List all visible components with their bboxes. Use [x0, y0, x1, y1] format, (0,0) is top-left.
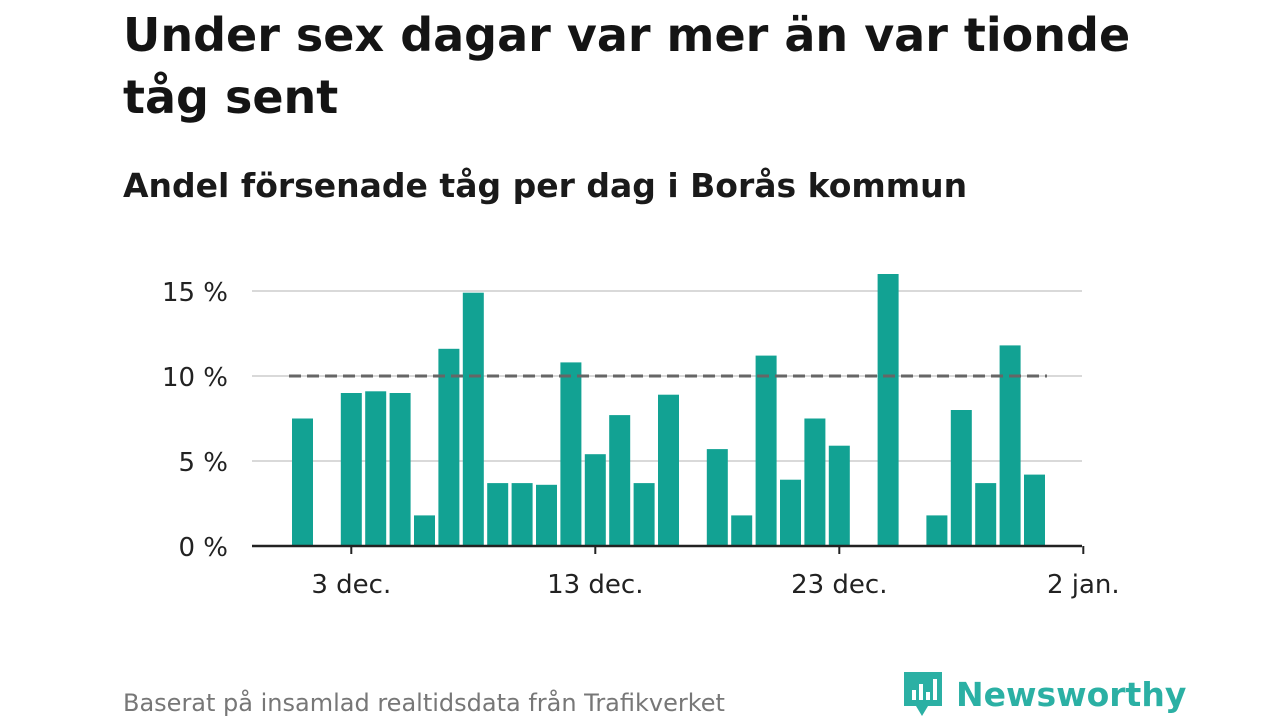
y-tick-label: 15 % [162, 278, 228, 308]
bar [389, 393, 411, 546]
bar [365, 391, 387, 546]
bar [414, 515, 435, 546]
chart-title: Under sex dagar var mer än var tionde tå… [123, 8, 1131, 124]
x-tick-label: 23 dec. [791, 570, 887, 600]
bar [975, 483, 997, 546]
brand-logo: Newsworthy [902, 668, 1186, 720]
bar [560, 362, 582, 546]
bar-chart: 0 % 5 % 10 % 15 % 3 dec. 13 dec. 23 dec. 2 jan. [162, 274, 1120, 600]
bar [950, 410, 972, 546]
bar [633, 483, 655, 546]
bar [877, 274, 899, 546]
bar [804, 418, 826, 546]
bar [609, 415, 631, 546]
bar [828, 445, 850, 546]
brand-name: Newsworthy [956, 674, 1187, 714]
x-tick-label: 13 dec. [547, 570, 643, 600]
bar [706, 449, 728, 546]
bar [438, 348, 460, 546]
x-tick-label: 3 dec. [311, 570, 391, 600]
bar [487, 483, 509, 546]
bar [1024, 474, 1045, 546]
bar [780, 479, 801, 546]
bar [511, 483, 533, 546]
bar [292, 418, 313, 546]
bar [584, 454, 606, 546]
bar [340, 393, 362, 546]
bar [999, 345, 1021, 546]
bar [755, 355, 777, 546]
y-tick-label: 5 % [178, 448, 228, 478]
newsworthy-logo-icon [904, 672, 942, 716]
y-tick-label: 10 % [162, 363, 228, 393]
bar [731, 515, 753, 546]
bar [536, 484, 557, 546]
bar [462, 292, 484, 546]
bar [658, 394, 679, 546]
source-note: Baserat på insamlad realtidsdata från Tr… [123, 689, 725, 717]
bar [926, 515, 948, 546]
chart-subtitle: Andel försenade tåg per dag i Borås komm… [123, 166, 968, 205]
y-tick-label: 0 % [178, 533, 228, 563]
x-tick-label: 2 jan. [1047, 570, 1120, 600]
